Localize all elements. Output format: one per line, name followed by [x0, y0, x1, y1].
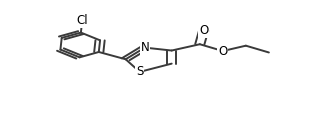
Text: S: S — [136, 65, 144, 78]
Text: O: O — [218, 44, 227, 57]
Text: O: O — [199, 24, 208, 37]
Text: Cl: Cl — [76, 14, 88, 27]
Text: N: N — [141, 41, 149, 54]
